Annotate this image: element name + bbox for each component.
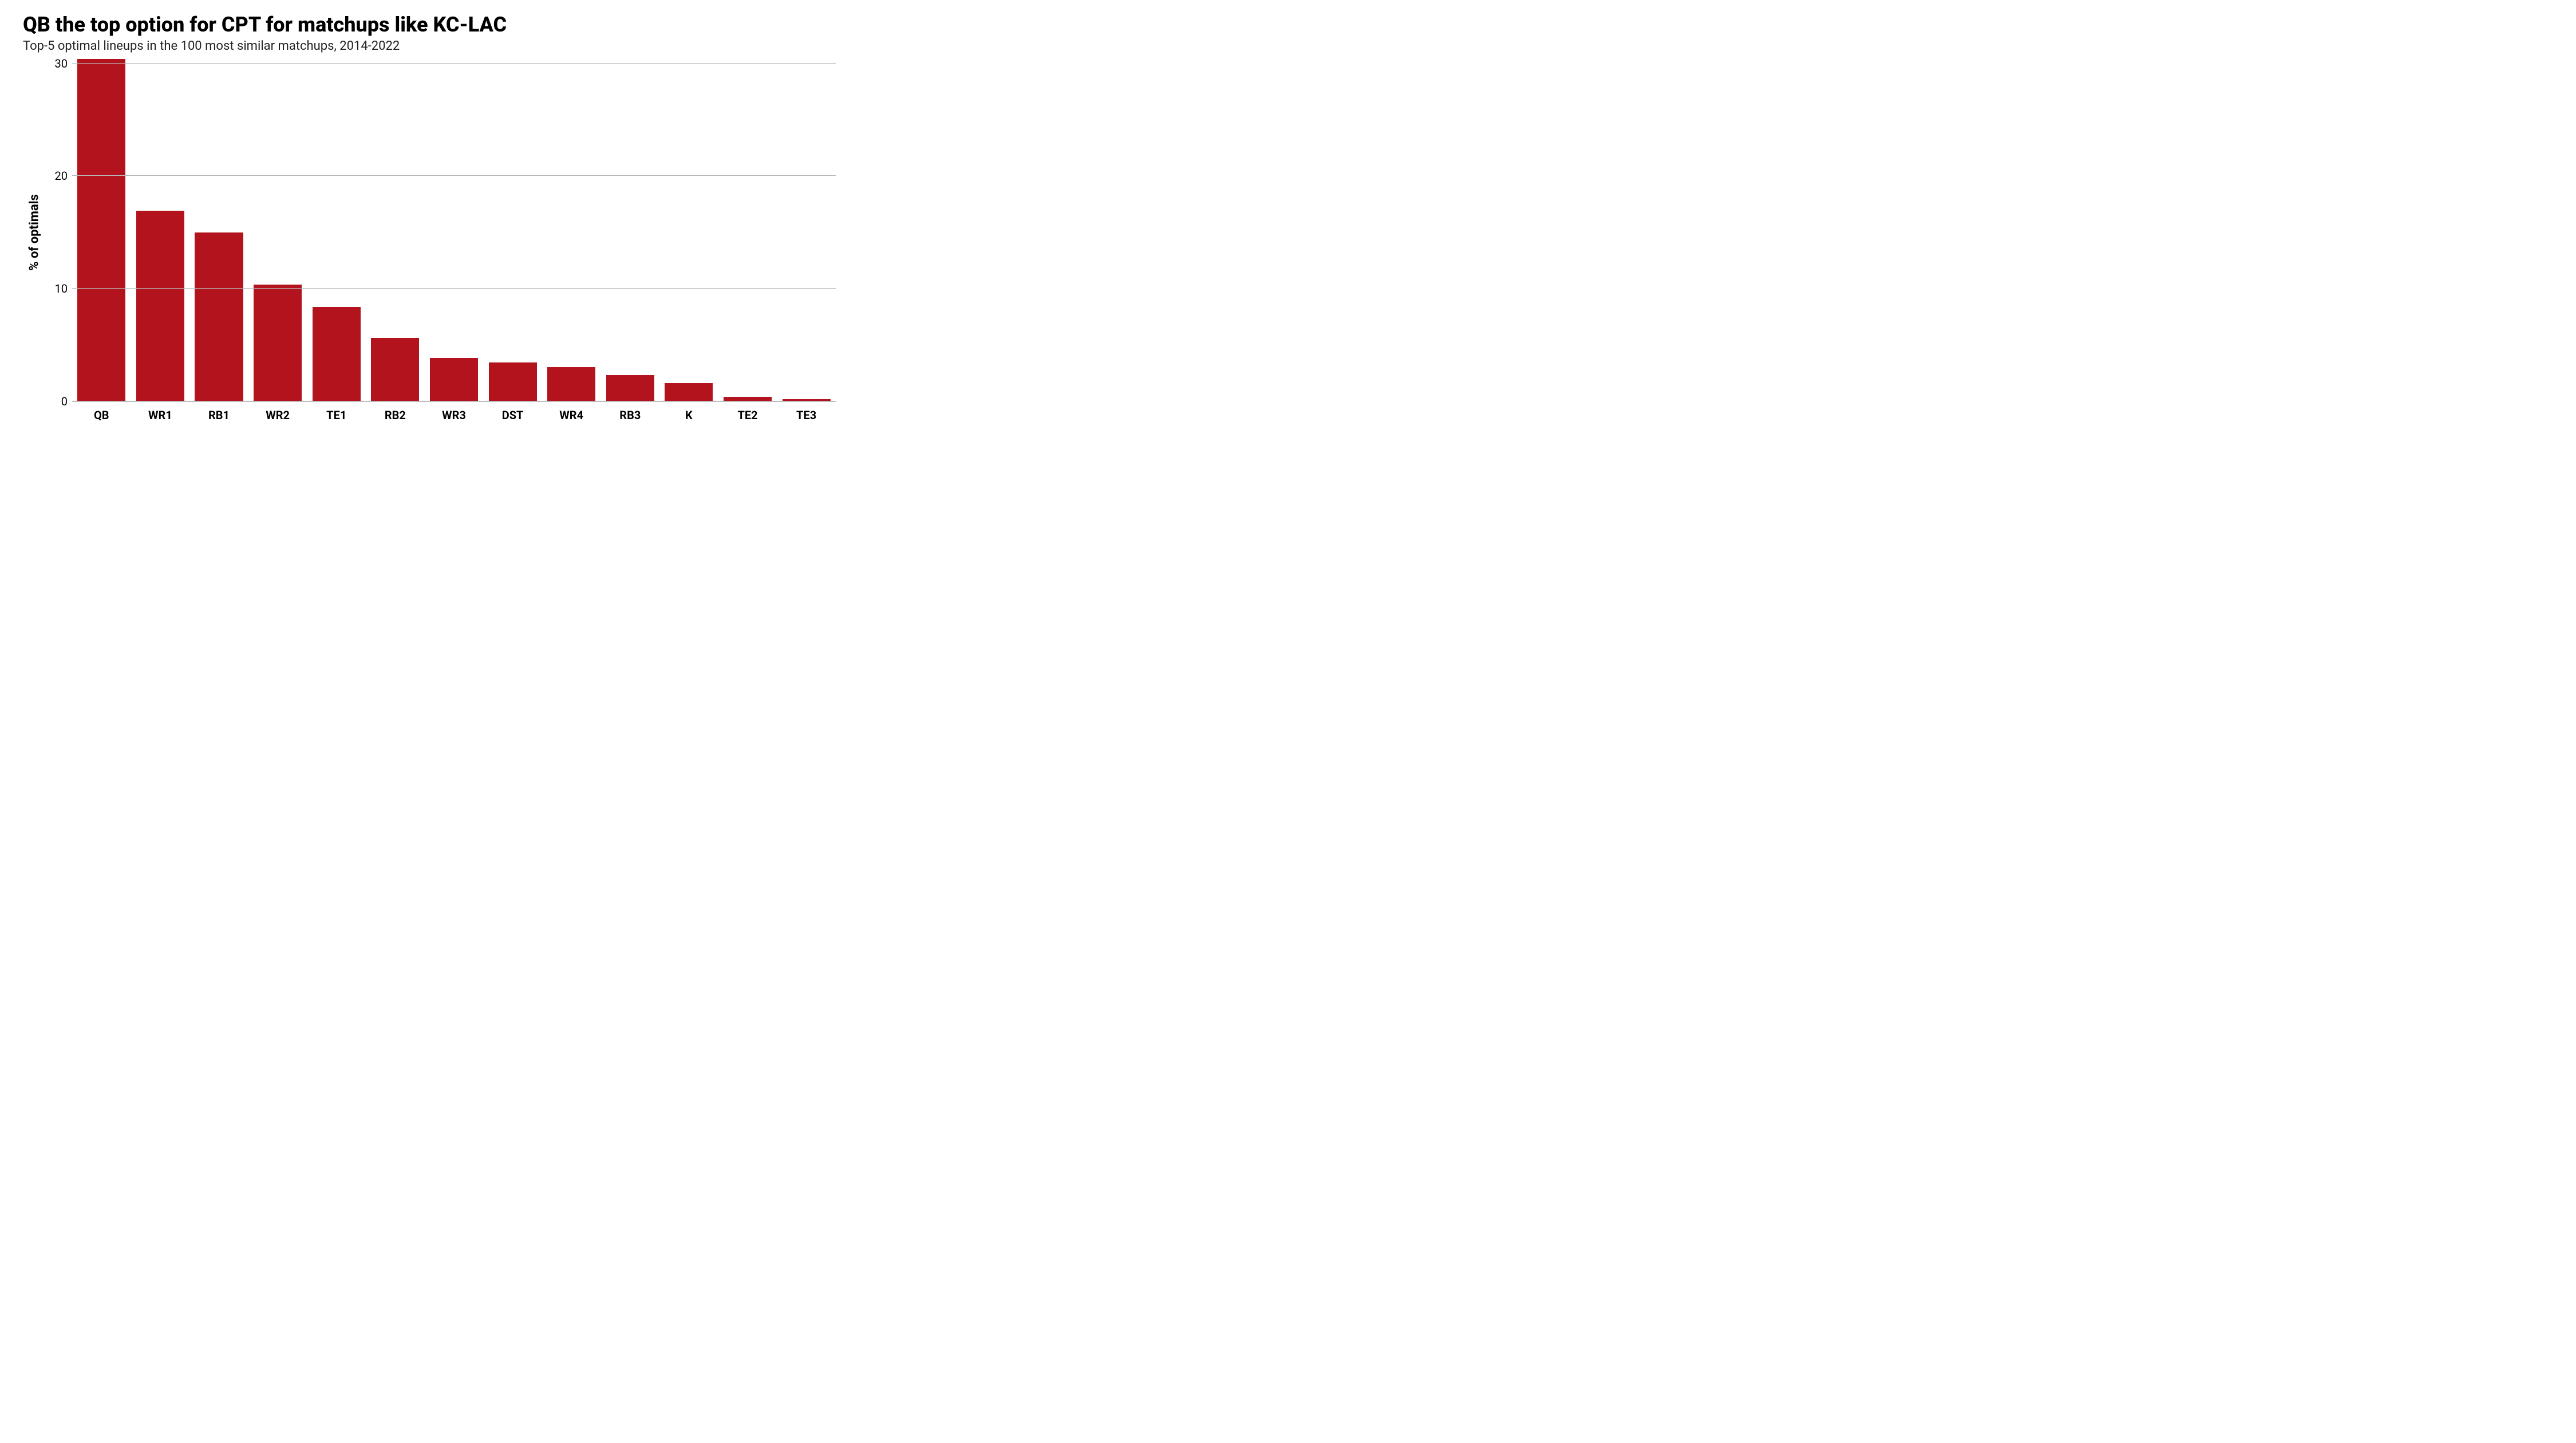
bar (77, 59, 125, 401)
gridline (72, 175, 836, 176)
bar-slot (307, 61, 366, 401)
plot-inner (72, 64, 836, 401)
chart-container: QB the top option for CPT for matchups l… (0, 0, 859, 481)
bar-slot (248, 61, 307, 401)
bar-slot (600, 61, 659, 401)
bar (254, 285, 302, 401)
bars-layer (72, 61, 836, 401)
chart-title: QB the top option for CPT for matchups l… (23, 14, 836, 37)
x-tick-label: WR4 (542, 401, 601, 422)
bar-slot (72, 61, 131, 401)
bar-slot (659, 61, 718, 401)
y-axis-ticks: 0102030 (46, 64, 72, 401)
x-tick-label: WR2 (248, 401, 307, 422)
bar-slot (131, 61, 190, 401)
y-axis-label: % of optimals (27, 194, 42, 271)
bar-slot (425, 61, 484, 401)
bar (313, 307, 361, 401)
bar (371, 338, 419, 401)
x-tick-label: WR3 (425, 401, 484, 422)
bar-slot (542, 61, 601, 401)
bar-slot (366, 61, 425, 401)
chart-subtitle: Top-5 optimal lineups in the 100 most si… (23, 39, 836, 53)
bar-slot (718, 61, 777, 401)
x-tick-label: RB3 (600, 401, 659, 422)
gridline (72, 288, 836, 289)
bar (136, 211, 184, 401)
x-tick-label: WR1 (131, 401, 190, 422)
gridline (72, 63, 836, 64)
x-tick-label: K (659, 401, 718, 422)
x-tick-label: TE1 (307, 401, 366, 422)
bar (489, 362, 537, 401)
x-tick-label: TE3 (777, 401, 836, 422)
bar-slot (777, 61, 836, 401)
y-axis-label-wrap: % of optimals (23, 64, 46, 401)
x-tick-label: QB (72, 401, 131, 422)
x-tick-label: TE2 (718, 401, 777, 422)
x-tick-label: DST (483, 401, 542, 422)
x-axis-labels: QBWR1RB1WR2TE1RB2WR3DSTWR4RB3KTE2TE3 (72, 401, 836, 422)
bar-slot (483, 61, 542, 401)
y-tick-label: 20 (55, 169, 68, 183)
bar (430, 358, 478, 401)
bar (606, 375, 654, 401)
y-tick-label: 0 (61, 395, 68, 408)
y-tick-label: 30 (55, 57, 68, 70)
plot-area: % of optimals 0102030 (23, 64, 836, 401)
bar (195, 232, 243, 401)
x-tick-label: RB2 (366, 401, 425, 422)
bar (665, 383, 713, 401)
bar-slot (189, 61, 248, 401)
bar (547, 367, 595, 401)
y-tick-label: 10 (55, 282, 68, 295)
x-tick-label: RB1 (189, 401, 248, 422)
